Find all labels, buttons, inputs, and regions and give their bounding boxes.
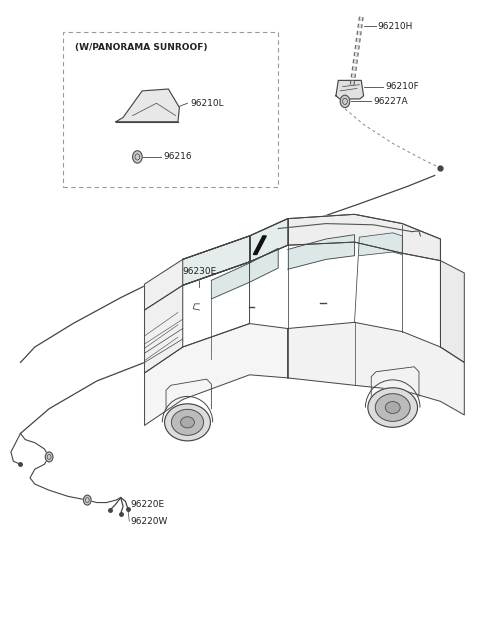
Polygon shape: [144, 285, 183, 373]
Polygon shape: [183, 215, 441, 285]
Text: 96227A: 96227A: [373, 97, 408, 106]
Circle shape: [84, 495, 91, 505]
Ellipse shape: [375, 394, 410, 422]
Text: 96210H: 96210H: [377, 22, 413, 30]
Text: 96216: 96216: [164, 153, 192, 161]
Ellipse shape: [171, 409, 204, 435]
Polygon shape: [441, 260, 464, 363]
Polygon shape: [116, 89, 180, 122]
Polygon shape: [144, 236, 250, 310]
Text: 96230E: 96230E: [182, 267, 216, 276]
Ellipse shape: [165, 404, 210, 441]
Ellipse shape: [385, 402, 400, 414]
Polygon shape: [144, 324, 288, 425]
Polygon shape: [183, 236, 250, 285]
Ellipse shape: [368, 388, 418, 427]
Polygon shape: [183, 219, 288, 285]
Polygon shape: [288, 235, 355, 269]
Text: 96220E: 96220E: [130, 500, 164, 509]
Text: 96210F: 96210F: [385, 82, 419, 91]
Circle shape: [340, 95, 350, 107]
Ellipse shape: [180, 417, 194, 428]
Text: 96210L: 96210L: [190, 99, 224, 108]
Polygon shape: [288, 322, 464, 415]
Polygon shape: [211, 248, 278, 299]
Circle shape: [45, 452, 53, 462]
Text: (W/PANORAMA SUNROOF): (W/PANORAMA SUNROOF): [75, 43, 208, 52]
Polygon shape: [253, 236, 266, 254]
Bar: [63, 32, 278, 187]
Polygon shape: [336, 81, 364, 99]
Text: 96220W: 96220W: [130, 516, 168, 526]
Polygon shape: [360, 233, 402, 255]
Polygon shape: [250, 215, 441, 262]
Circle shape: [132, 151, 142, 163]
